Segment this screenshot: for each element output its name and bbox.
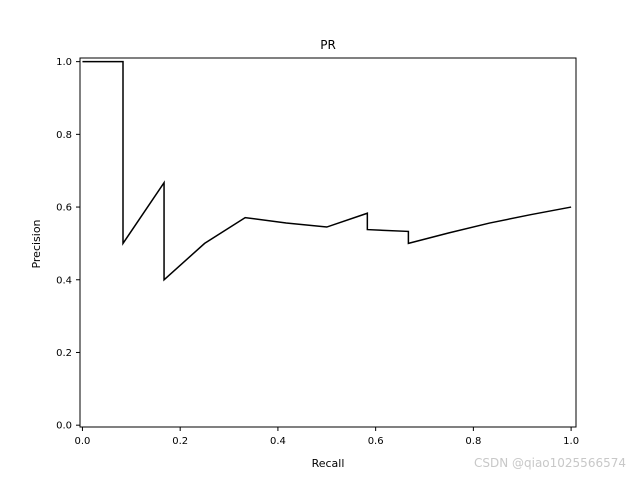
chart-title: PR [320,38,336,52]
y-tick-label: 0.2 [56,348,72,359]
x-tick-label: 0.8 [465,436,481,447]
watermark: CSDN @qiao1025566574 [474,456,626,470]
x-tick-label: 1.0 [563,436,579,447]
plot-area [79,57,577,428]
y-axis-label: Precision [30,219,43,268]
y-axis: 0.0 0.2 0.4 0.6 0.8 1.0 [56,57,80,432]
y-tick-label: 0.4 [56,275,72,286]
y-tick-label: 0.0 [56,421,72,432]
x-tick-label: 0.4 [270,436,286,447]
pr-curve-line [82,60,572,282]
x-axis: 0.0 0.2 0.4 0.6 0.8 1.0 [74,427,579,447]
x-tick-label: 0.6 [368,436,384,447]
y-tick-label: 0.8 [56,130,72,141]
x-axis-label: Recall [312,457,345,470]
plot-frame [79,57,577,428]
x-tick-label: 0.0 [74,436,90,447]
y-tick-label: 1.0 [56,57,72,68]
y-tick-label: 0.6 [56,203,72,214]
x-tick-label: 0.2 [172,436,188,447]
